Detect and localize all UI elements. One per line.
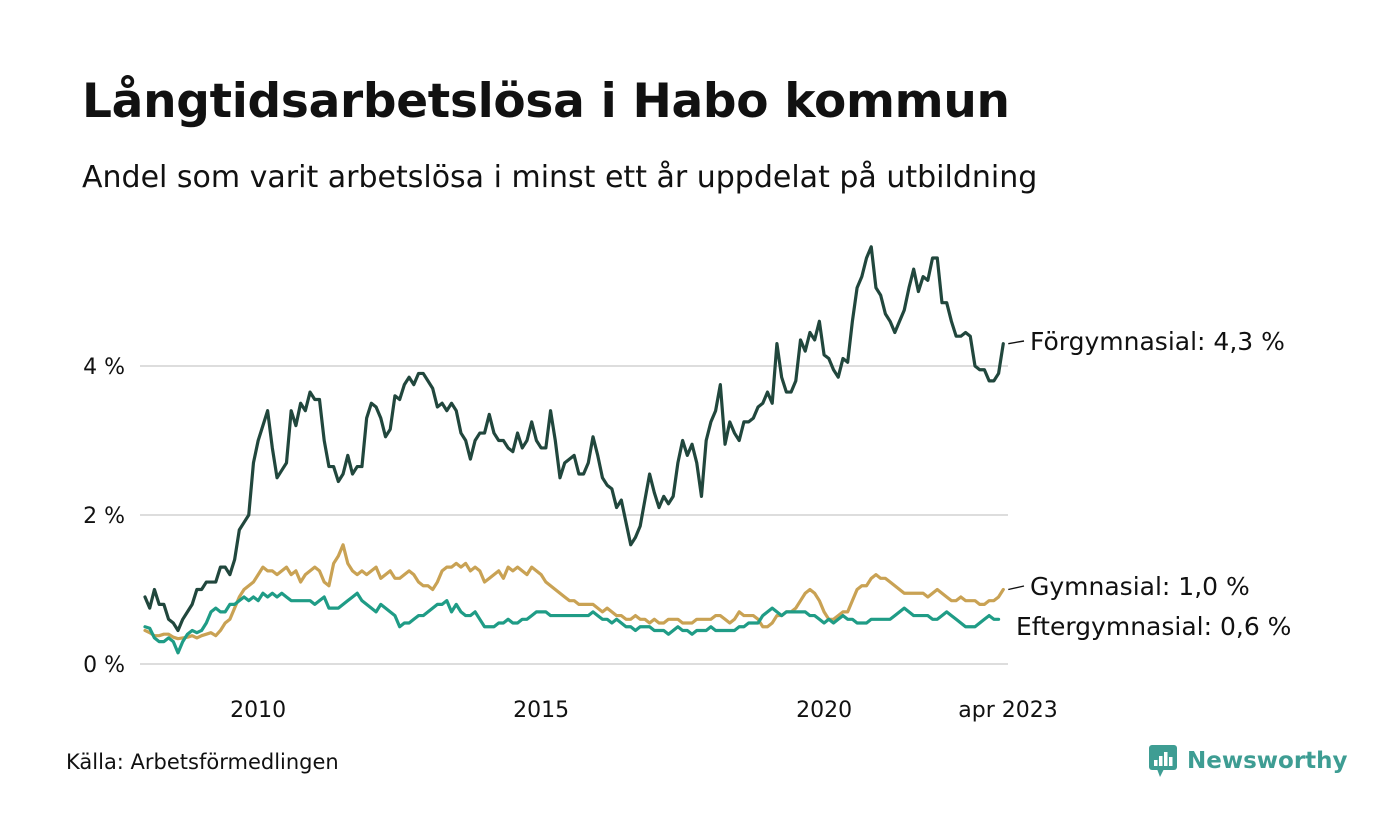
newsworthy-logo-icon: [1149, 745, 1177, 777]
chart-title: Långtidsarbetslösa i Habo kommun: [82, 74, 1010, 129]
series-line-förgymnasial: [143, 245, 1005, 633]
brand-name: Newsworthy: [1187, 748, 1348, 774]
x-tick-label: 2010: [230, 698, 286, 723]
end-label-connector: [1008, 585, 1025, 591]
series-line-eftergymnasial: [143, 591, 1001, 655]
series-end-label: Förgymnasial: 4,3 %: [1030, 327, 1285, 356]
x-tick-label: 2020: [796, 698, 852, 723]
brand-logo: Newsworthy: [1148, 744, 1348, 778]
series-line-gymnasial: [143, 543, 1005, 641]
x-tick-label: 2015: [513, 698, 569, 723]
y-tick-label: 4 %: [83, 355, 125, 380]
series-end-label: Eftergymnasial: 0,6 %: [1016, 612, 1291, 641]
source-note: Källa: Arbetsförmedlingen: [66, 750, 339, 774]
x-tick-label: apr 2023: [958, 698, 1057, 723]
series-end-label: Gymnasial: 1,0 %: [1030, 572, 1250, 601]
y-tick-label: 0 %: [83, 653, 125, 678]
chart-subtitle: Andel som varit arbetslösa i minst ett å…: [82, 160, 1038, 195]
end-label-connector: [1008, 340, 1025, 345]
y-tick-label: 2 %: [83, 504, 125, 529]
